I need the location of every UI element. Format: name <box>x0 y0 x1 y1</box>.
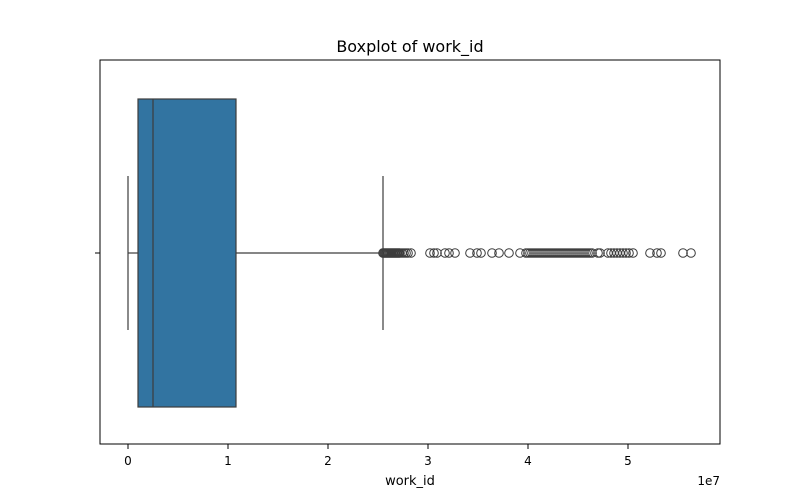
chart-title: Boxplot of work_id <box>336 37 483 57</box>
x-axis: 0 1 2 3 4 5 <box>124 444 632 468</box>
x-tick-label: 5 <box>624 454 632 468</box>
outlier-point <box>652 248 662 258</box>
outlier-point <box>686 248 696 258</box>
outlier-point <box>444 248 454 258</box>
iqr-box <box>137 98 237 408</box>
outlier-point <box>432 248 442 258</box>
outlier-point <box>678 248 688 258</box>
outlier-point <box>587 248 597 258</box>
outlier-point <box>425 248 435 258</box>
x-tick-label: 4 <box>524 454 532 468</box>
outlier-point <box>429 248 439 258</box>
outlier-point <box>487 248 497 258</box>
plot-frame <box>99 59 721 445</box>
outlier-point <box>628 248 638 258</box>
x-axis-scale-label: 1e7 <box>697 474 720 488</box>
outlier-point <box>494 248 504 258</box>
outlier-point <box>621 248 631 258</box>
x-tick-label: 1 <box>224 454 232 468</box>
x-tick-label: 3 <box>424 454 432 468</box>
outlier-point <box>593 248 603 258</box>
plot-area <box>127 98 696 408</box>
x-tick-label: 2 <box>324 454 332 468</box>
x-axis-label: work_id <box>385 474 435 489</box>
outlier-point <box>440 248 450 258</box>
outlier-point <box>515 248 525 258</box>
outlier-point <box>406 248 416 258</box>
outlier-point <box>618 248 628 258</box>
outlier-point <box>595 248 605 258</box>
outlier-point <box>450 248 460 258</box>
outlier-point <box>504 248 514 258</box>
x-tick-label: 0 <box>124 454 132 468</box>
outlier-point <box>656 248 666 258</box>
outlier-point <box>624 248 634 258</box>
outlier-point <box>472 248 482 258</box>
outlier-point <box>403 248 413 258</box>
outlier-point <box>465 248 475 258</box>
outlier-point <box>476 248 486 258</box>
outlier-point <box>645 248 655 258</box>
